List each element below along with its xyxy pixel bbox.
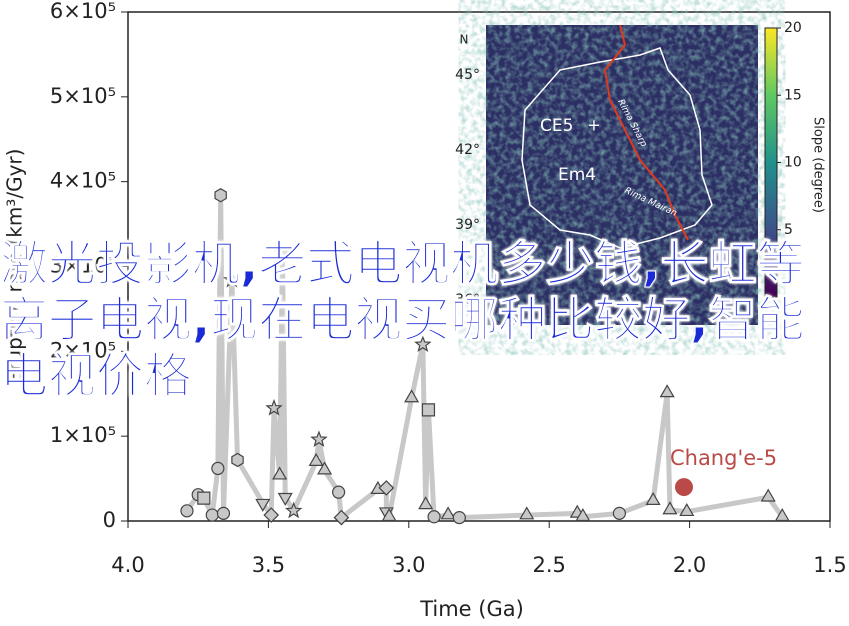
highlight-label: Chang'e-5	[670, 446, 777, 470]
marker	[273, 243, 292, 261]
site-label: CE5	[540, 116, 573, 136]
y-axis-label: Eruption rate (km³/Gyr)	[3, 149, 27, 384]
colorbar-tick-label: 15	[784, 87, 802, 103]
marker	[612, 506, 627, 520]
lat-label: 45°	[455, 67, 480, 83]
y-tick-label: 2×10⁵	[50, 338, 116, 362]
marker	[421, 403, 436, 417]
y-tick-label: 6×10⁵	[50, 0, 116, 23]
lat-label: 39°	[455, 217, 480, 233]
rille	[603, 24, 689, 241]
marker	[284, 501, 303, 519]
map-texture	[486, 25, 758, 325]
marker	[452, 511, 466, 525]
data-line	[184, 192, 785, 521]
colorbar-label: Slope (degree)	[811, 117, 826, 213]
y-tick-label: 0	[103, 508, 116, 532]
marker	[231, 452, 244, 468]
y-tick-label: 4×10⁵	[50, 169, 116, 193]
marker	[205, 508, 219, 522]
marker	[427, 510, 441, 524]
marker	[180, 504, 194, 518]
marker	[378, 480, 395, 496]
north-label: N	[460, 33, 469, 47]
highlight-point	[674, 478, 693, 497]
x-tick-label: 2.5	[532, 553, 565, 577]
marker	[381, 508, 397, 522]
marker	[317, 461, 333, 475]
marker	[272, 466, 288, 480]
marker	[333, 509, 350, 526]
lat-label: 42°	[455, 142, 480, 158]
marker	[575, 508, 591, 522]
marker	[645, 491, 661, 505]
marker	[418, 496, 434, 510]
marker	[255, 498, 271, 512]
marker	[332, 485, 346, 499]
y-tick-label: 1×10⁵	[50, 423, 116, 447]
lat-label: 36°	[455, 292, 480, 308]
marker	[659, 384, 675, 398]
marker	[760, 488, 776, 502]
marker	[414, 335, 432, 352]
marker	[662, 501, 678, 515]
marker	[197, 491, 211, 505]
plus-mark: +	[587, 116, 600, 135]
boundary	[521, 47, 713, 249]
marker	[277, 492, 293, 506]
y-tick-label: 3×10⁵	[50, 254, 116, 278]
marker	[265, 398, 283, 416]
x-tick-label: 1.5	[813, 553, 846, 577]
colorbar-tick-label: 10	[784, 155, 802, 171]
marker	[223, 270, 241, 288]
colorbar-tick-label: 20	[784, 20, 802, 36]
x-tick-label: 4.0	[111, 553, 144, 577]
overlay-text: 激光投影机,老式电视机多少钱,长虹等离子电视,现在电视买哪种比较好,智能电视价格	[0, 236, 805, 405]
marker	[774, 508, 790, 522]
marker	[310, 430, 328, 447]
marker	[214, 188, 227, 203]
x-tick-label: 3.0	[392, 553, 425, 577]
site-label: Em4	[558, 165, 596, 185]
marker	[308, 452, 324, 466]
colorbar-tick-label: 5	[784, 222, 793, 238]
y-tick-label: 5×10⁵	[50, 84, 116, 108]
marker	[211, 461, 225, 476]
x-axis-label: Time (Ga)	[419, 597, 524, 621]
marker	[440, 506, 456, 520]
marker	[679, 502, 695, 517]
x-tick-label: 3.5	[252, 553, 285, 577]
marker	[216, 506, 231, 520]
marker	[263, 507, 280, 523]
x-tick-label: 2.0	[673, 553, 706, 577]
marker	[519, 506, 535, 520]
marker	[404, 389, 420, 403]
